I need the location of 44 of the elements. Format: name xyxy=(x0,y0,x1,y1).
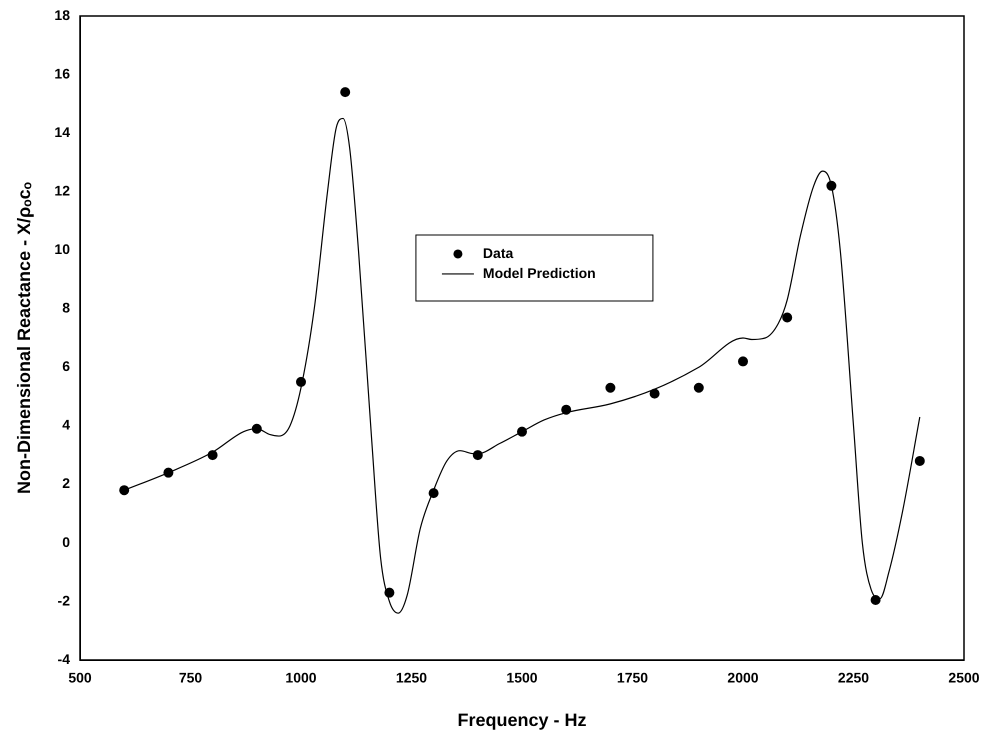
y-tick-label: 0 xyxy=(62,534,70,550)
x-tick-label: 2000 xyxy=(727,669,759,686)
point xyxy=(208,450,218,460)
point xyxy=(605,382,616,393)
point xyxy=(694,382,704,393)
point xyxy=(650,388,660,399)
y-tick-label: 12 xyxy=(54,182,70,198)
point xyxy=(428,488,439,498)
point xyxy=(163,468,174,478)
point xyxy=(738,356,748,366)
point xyxy=(914,456,925,466)
x-tick-label: 2250 xyxy=(838,669,870,686)
x-tick-label: 750 xyxy=(178,669,202,686)
point xyxy=(119,485,130,496)
x-tick-label: 1750 xyxy=(616,669,648,686)
point xyxy=(561,404,572,415)
x-axis-title: Frequency - Hz xyxy=(457,710,587,730)
y-tick-label: 4 xyxy=(62,416,70,433)
point xyxy=(340,87,350,98)
point xyxy=(826,180,836,191)
point xyxy=(782,312,792,323)
y-tick-label: -2 xyxy=(58,592,70,608)
x-tick-label: 1250 xyxy=(396,669,428,686)
point xyxy=(384,588,394,598)
y-tick-label: 6 xyxy=(62,358,70,374)
x-tick-label: 1500 xyxy=(506,669,538,686)
legend-label: Data xyxy=(482,244,514,261)
y-tick-label: 14 xyxy=(54,124,70,140)
x-tick-label: 500 xyxy=(68,669,92,686)
legend-label: Model Prediction xyxy=(482,264,596,281)
x-tick-label: 2500 xyxy=(948,669,980,686)
y-tick-label: 16 xyxy=(54,65,70,82)
point xyxy=(870,594,881,605)
point xyxy=(517,426,527,437)
y-tick-label: 8 xyxy=(62,300,70,316)
point xyxy=(472,450,483,460)
y-tick-label: 2 xyxy=(62,475,70,492)
y-tick-label: -4 xyxy=(58,650,70,667)
y-tick-label: 18 xyxy=(54,6,70,23)
y-tick-label: 10 xyxy=(54,241,70,258)
point xyxy=(296,376,306,387)
point xyxy=(252,424,262,434)
y-axis-title: Non-Dimensional Reactance - X/ρₒcₒ xyxy=(14,182,34,494)
x-tick-label: 1000 xyxy=(285,669,317,686)
